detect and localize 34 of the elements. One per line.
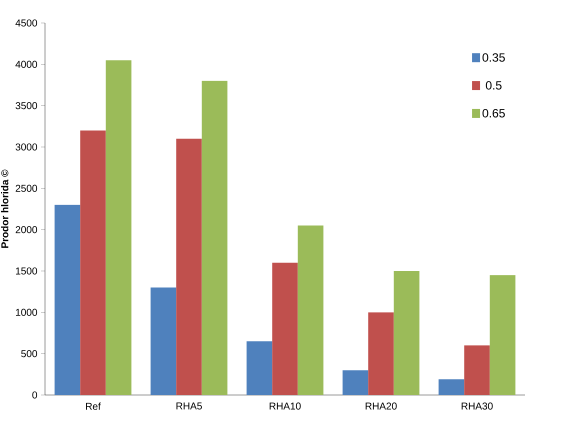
- bar: [106, 60, 132, 395]
- y-axis-title: Prodor hlorida ©: [1, 170, 8, 248]
- bar: [438, 379, 464, 395]
- y-tick-label: 500: [21, 350, 38, 358]
- bar: [54, 204, 80, 395]
- y-tick-label: 4000: [15, 60, 38, 68]
- bar: [246, 341, 272, 395]
- x-tick-label: RHA30: [462, 402, 493, 410]
- bar: [80, 130, 106, 395]
- y-tick-label: 3500: [16, 102, 38, 110]
- legend-label: 0.35: [482, 53, 505, 62]
- bar: [368, 312, 394, 395]
- x-tick-label: Ref: [86, 402, 101, 410]
- bar: [150, 288, 176, 395]
- x-tick-label: RHA10: [270, 402, 301, 410]
- bar: [490, 275, 516, 395]
- y-tick-label: 1000: [16, 308, 38, 316]
- bar: [342, 370, 368, 395]
- bar: [176, 138, 202, 395]
- y-tick-label: 1500: [16, 267, 38, 275]
- legend-label: 0.65: [482, 109, 505, 118]
- y-tick-label: 2000: [16, 226, 38, 234]
- bar: [298, 226, 324, 395]
- legend-label: 0.5: [486, 81, 502, 90]
- y-tick-label: 0: [32, 391, 38, 399]
- bar: [464, 345, 490, 395]
- bar: [272, 262, 298, 395]
- y-tick-label: 2500: [16, 184, 38, 192]
- x-tick-label: RHA20: [366, 402, 397, 410]
- y-tick-label: 4500: [15, 19, 38, 27]
- y-tick-label: 3000: [16, 143, 38, 151]
- bar: [394, 271, 420, 395]
- bar: [202, 80, 228, 395]
- x-tick-label: RHA5: [176, 402, 202, 410]
